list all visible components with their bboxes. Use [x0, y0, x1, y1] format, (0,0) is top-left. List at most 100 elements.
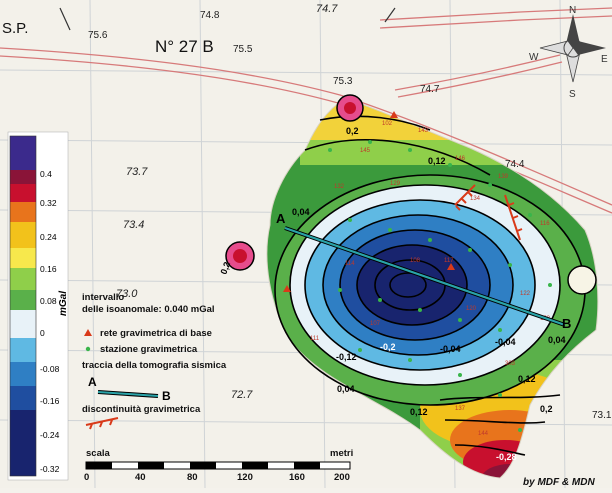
legend-unit: mGal — [58, 291, 69, 316]
anomaly-outline — [266, 97, 599, 479]
svg-text:107: 107 — [370, 321, 381, 327]
base-network-icon — [84, 329, 92, 336]
sheet-road-label: S.P. — [2, 20, 28, 37]
contour-label: -0,2 — [380, 342, 396, 352]
compass-s: S — [569, 89, 576, 100]
contour-label: 0,04 — [337, 384, 355, 394]
svg-text:108: 108 — [410, 258, 421, 264]
svg-text:114: 114 — [345, 261, 355, 267]
local-anomalies — [225, 94, 597, 295]
contour-label: 0,04 — [548, 335, 566, 345]
scale-tick: 200 — [334, 472, 350, 483]
elevation-label: 73.0 — [116, 288, 138, 300]
seismic-trace — [284, 226, 566, 327]
svg-text:145: 145 — [360, 148, 371, 154]
contour-label: -0,28 — [496, 452, 517, 462]
discontinuity-icon — [85, 417, 119, 430]
contour-label: 0,12 — [518, 374, 536, 384]
elevation-label: 74.4 — [505, 159, 525, 170]
compass-e: E — [601, 54, 608, 65]
ramp-label: -0.16 — [40, 396, 60, 406]
scale-tick: 0 — [84, 472, 89, 483]
elevation-label: 75.5 — [233, 44, 253, 55]
svg-text:146: 146 — [455, 156, 466, 162]
ramp-label: -0.08 — [40, 364, 60, 374]
legend-ramp-labels: 0.4 0.32 0.24 0.16 0.08 0 -0.08 -0.16 -0… — [40, 169, 60, 474]
elevation-label: 72.7 — [231, 389, 253, 401]
legend-interval-text: delle isoanomale: 0.040 mGal — [82, 304, 215, 315]
elevation-label: 73.7 — [126, 166, 148, 178]
svg-text:144: 144 — [478, 431, 489, 437]
elevation-label: 75.3 — [333, 76, 353, 87]
scale-tick: 160 — [289, 472, 305, 483]
svg-text:134: 134 — [470, 196, 481, 202]
contour-label: -0,04 — [440, 344, 461, 354]
legend-base-network: rete gravimetrica di base — [100, 328, 212, 339]
contour-label: 0,12 — [428, 156, 446, 166]
legend-interval-title: intervallo — [82, 292, 124, 303]
contour-label: 0,2 — [346, 126, 359, 136]
contour-labels: 0,2 0,12 0,04 0,2 -0,12 -0,2 -0,04 -0,04… — [218, 126, 565, 462]
contour-label: 0,2 — [218, 261, 232, 276]
parcel-lines — [59, 7, 396, 31]
gravimetric-stations — [283, 111, 552, 432]
credit-text: by MDF & MDN — [523, 477, 595, 488]
svg-text:122: 122 — [520, 291, 531, 297]
legend-seismic-trace: traccia della tomografia sismica — [82, 360, 227, 371]
legend-color-ramp — [7, 131, 69, 481]
svg-text:111: 111 — [310, 336, 320, 342]
svg-text:143: 143 — [418, 128, 429, 134]
svg-text:129: 129 — [390, 181, 401, 187]
trace-label-b: B — [562, 316, 571, 331]
contour-label: -0,04 — [495, 337, 516, 347]
isoanomaly-contours — [274, 115, 586, 456]
ramp-label: 0.24 — [40, 232, 57, 242]
svg-text:303: 303 — [505, 361, 516, 367]
ramp-label: 0.16 — [40, 264, 57, 274]
scale-tick: 120 — [237, 472, 253, 483]
scale-tick: 40 — [135, 472, 146, 483]
contour-label: 0,04 — [292, 207, 310, 217]
elevation-label: 74.7 — [316, 3, 338, 15]
discontinuity-lines — [454, 184, 523, 241]
elevation-label: 73.1 — [592, 410, 612, 421]
legend-text: intervallo delle isoanomale: 0.040 mGal … — [82, 292, 227, 430]
scale-tick: 80 — [187, 472, 198, 483]
sheet-number: N° 27 B — [155, 37, 214, 56]
svg-text:120: 120 — [466, 306, 477, 312]
svg-text:132: 132 — [334, 184, 345, 190]
ramp-label: 0.4 — [40, 169, 52, 179]
scale-title: scala — [86, 448, 110, 459]
scale-unit: metri — [330, 448, 353, 459]
elevation-label: 74.8 — [200, 10, 220, 21]
north-arrow-icon: N S W E — [529, 5, 608, 100]
legend-discontinuity: discontinuità gravimetrica — [82, 404, 201, 415]
svg-text:137: 137 — [455, 406, 466, 412]
ramp-label: -0.24 — [40, 430, 60, 440]
svg-text:102: 102 — [382, 121, 393, 127]
legend-trace-a: A — [88, 375, 97, 389]
contour-label: -0,12 — [336, 352, 357, 362]
compass-n: N — [569, 5, 576, 16]
contour-label: 0,2 — [540, 404, 553, 414]
svg-text:116: 116 — [540, 221, 550, 227]
elevation-label: 74.7 — [420, 84, 440, 95]
elevation-label: 73.4 — [123, 219, 144, 231]
ramp-label: 0.32 — [40, 198, 57, 208]
svg-text:139: 139 — [498, 174, 509, 180]
elevation-label: 75.6 — [88, 30, 108, 41]
elevation-labels: 75.6 74.8 75.5 74.7 75.3 74.7 73.7 74.4 … — [88, 3, 612, 421]
scale-bar: scala metri 0 40 80 120 160 200 — [84, 448, 353, 483]
ramp-label: -0.32 — [40, 464, 60, 474]
legend-station: stazione gravimetrica — [100, 344, 198, 355]
station-icon — [85, 346, 91, 352]
ramp-label: 0.08 — [40, 296, 57, 306]
contour-label: 0,12 — [410, 407, 428, 417]
svg-text:117: 117 — [444, 258, 454, 264]
legend-trace-b: B — [162, 389, 171, 403]
trace-label-a: A — [276, 211, 286, 226]
ramp-label: 0 — [40, 328, 45, 338]
